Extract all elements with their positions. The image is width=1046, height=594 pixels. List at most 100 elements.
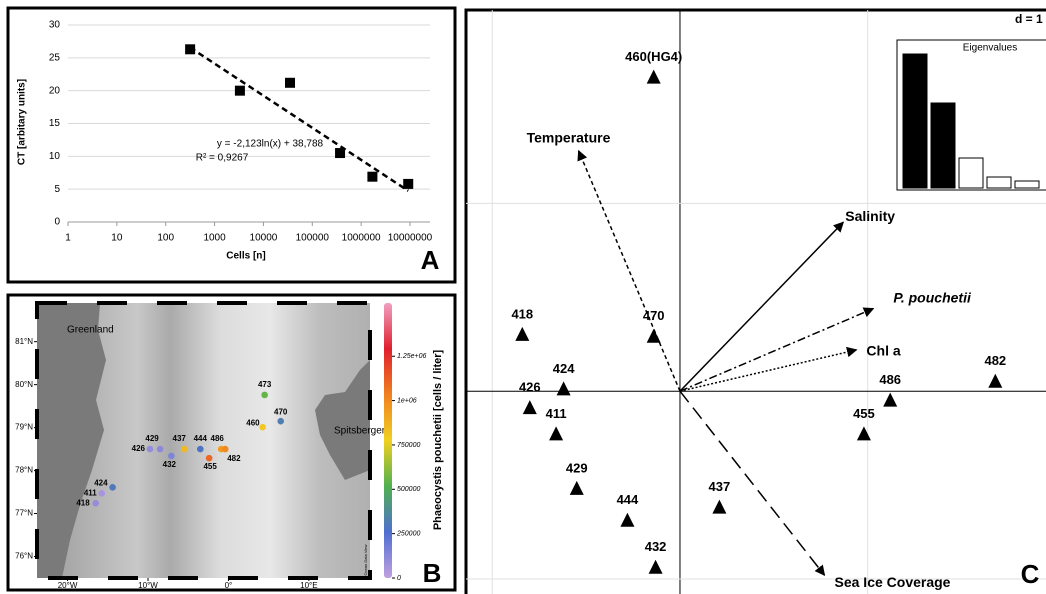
watermark: Ocean Data View [363,544,368,575]
data-point [335,148,345,158]
data-point [235,86,245,96]
station [147,446,154,453]
colorbar-tick-label: 0 [397,575,401,582]
station-label: 437 [173,434,187,443]
y-tick-label: 30 [49,20,61,31]
x-tick-label: 1000000 [342,233,381,244]
panel-letter: A [421,245,440,275]
y-tick-label: 25 [49,52,61,63]
colorbar-label: Phaeocystis pouchetii [cells / liter] [432,350,444,531]
eigen-bar [1015,181,1039,188]
station-label: 429 [145,434,159,443]
station [168,453,175,460]
station-label: 486 [879,372,901,387]
station [261,392,268,399]
station [181,446,188,453]
eigen-bar [903,54,927,188]
station-label: 426 [519,380,541,395]
y-tick-label: 77°N [15,509,33,518]
station [259,424,266,431]
station-label: 460(HG4) [625,49,682,64]
station-label: 455 [853,406,875,421]
annotation: R² = 0,9267 [196,153,249,164]
x-tick-label: 10 [111,233,123,244]
x-tick-label: 100000 [296,233,330,244]
place-label: Greenland [67,325,114,336]
x-tick-label: 100 [157,233,174,244]
x-tick-label: 1000 [203,233,226,244]
station-label: 432 [645,539,667,554]
station-label: 424 [553,361,575,376]
y-tick-label: 5 [54,184,60,195]
data-point [185,44,195,54]
scale-label: d = 1 [1015,12,1043,26]
station [92,500,99,507]
station-label: 473 [258,380,272,389]
x-tick-label: 1 [65,233,71,244]
station-label: 418 [76,498,90,507]
station-label: 460 [246,418,260,427]
colorbar-tick-label: 500000 [397,486,420,493]
colorbar-tick-label: 1e+06 [397,397,417,404]
data-point [403,179,413,189]
eigen-bar [987,177,1011,188]
station [109,484,116,491]
station-label: 470 [643,308,665,323]
y-axis-label: CT [arbitary units] [17,79,28,165]
x-tick-label: 10000 [250,233,278,244]
x-tick-label: 0° [225,581,233,590]
station-label: 429 [566,460,588,475]
station [206,455,213,462]
eigen-bar [931,103,955,188]
x-axis-label: Cells [n] [226,251,265,262]
station-label: 411 [546,406,567,421]
station-label: 444 [194,434,208,443]
colorbar [384,303,392,578]
station-label: 437 [709,479,731,494]
vector-label: Sea Ice Coverage [835,574,951,590]
station-label: 424 [94,478,108,487]
y-tick-label: 10 [49,151,61,162]
station-label: 482 [984,353,1006,368]
vector-label: Chl a [866,343,900,359]
station-label: 455 [203,462,217,471]
y-tick-label: 20 [49,85,61,96]
station-label: 444 [617,492,639,507]
data-point [285,78,295,88]
annotation: y = -2,123ln(x) + 38,788 [217,139,324,150]
data-point [367,172,377,182]
station [277,418,284,425]
x-tick-label: 20°W [58,581,78,590]
y-tick-label: 78°N [15,466,33,475]
y-tick-label: 80°N [15,380,33,389]
y-tick-label: 15 [49,118,61,129]
station [98,490,105,497]
station-label: 482 [227,454,241,463]
vector-label: P. pouchetii [893,289,972,305]
x-tick-label: 10000000 [388,233,433,244]
y-tick-label: 79°N [15,423,33,432]
x-tick-label: 10°W [138,581,158,590]
panel-letter: B [423,558,442,588]
eigen-title: Eigenvalues [963,43,1017,54]
station-label: 486 [211,434,225,443]
figure: 0 5 10 15 20 25 30 1 10 100 1000 10000 100000 1000000… [0,0,1046,594]
station [222,446,229,453]
y-tick-label: 81°N [15,337,33,346]
vector-label: Temperature [527,130,611,146]
colorbar-tick-label: 750000 [397,442,420,449]
y-tick-label: 0 [54,217,60,228]
station [197,446,204,453]
station-label: 426 [132,444,146,453]
panel-letter: C [1021,559,1040,589]
eigen-bar [959,158,983,188]
colorbar-tick-label: 1.25e+06 [397,353,426,360]
y-tick-label: 76°N [15,552,33,561]
station-label: 470 [274,407,288,416]
place-label: Spitsbergen [334,426,387,437]
colorbar-tick-label: 250000 [396,530,420,537]
station [157,446,164,453]
station-label: 432 [163,460,177,469]
station-label: 418 [511,306,533,321]
station-label: 411 [84,488,97,497]
